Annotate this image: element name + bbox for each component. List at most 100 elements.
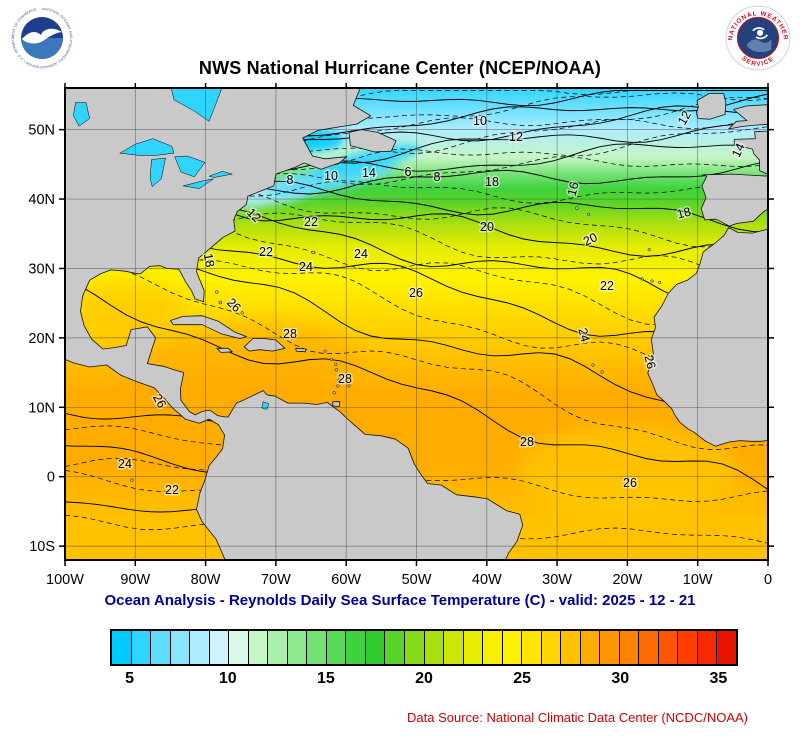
colorbar-cell xyxy=(190,631,210,664)
colorbar-cell xyxy=(717,631,736,664)
svg-text:0: 0 xyxy=(764,572,772,588)
colorbar-cell xyxy=(463,631,484,664)
colorbar-cell xyxy=(561,631,581,664)
svg-text:50W: 50W xyxy=(402,572,432,588)
noaa-logo[interactable]: NATIONAL OCEANIC AND ATMOSPHERIC ADMINIS… xyxy=(10,6,74,70)
colorbar-cell xyxy=(541,631,562,664)
svg-text:10N: 10N xyxy=(28,400,55,416)
svg-text:6: 6 xyxy=(405,165,412,179)
svg-text:24: 24 xyxy=(575,326,592,343)
colorbar-cell xyxy=(326,631,347,664)
colorbar-cell xyxy=(365,631,386,664)
svg-text:10: 10 xyxy=(473,114,487,128)
colorbar-cell xyxy=(697,631,718,664)
noaa-gull-icon xyxy=(22,28,62,44)
colorbar-cell xyxy=(522,631,542,664)
svg-text:10: 10 xyxy=(324,169,338,183)
graticule xyxy=(65,88,768,560)
colorbar-cell xyxy=(385,631,405,664)
svg-text:90W: 90W xyxy=(120,572,150,588)
colorbar-cell xyxy=(444,631,464,664)
colorbar-cell xyxy=(678,631,698,664)
svg-text:60W: 60W xyxy=(331,572,361,588)
svg-text:8: 8 xyxy=(434,170,441,184)
colorbar-cell xyxy=(424,631,445,664)
svg-text:26: 26 xyxy=(641,353,658,370)
svg-text:28: 28 xyxy=(283,327,297,341)
colorbar-tick-label: 5 xyxy=(125,670,135,687)
svg-text:30W: 30W xyxy=(542,572,572,588)
colorbar-cell xyxy=(600,631,620,664)
svg-text:20N: 20N xyxy=(28,331,55,347)
colorbar-cell xyxy=(112,631,132,664)
colorbar-cells xyxy=(110,629,738,666)
svg-text:24: 24 xyxy=(354,247,368,261)
svg-text:26: 26 xyxy=(623,476,637,490)
svg-text:20W: 20W xyxy=(612,572,642,588)
colorbar-tick-label: 30 xyxy=(611,670,630,687)
svg-text:24: 24 xyxy=(118,457,132,471)
colorbar: 5 10 15 20 25 30 35 xyxy=(110,629,738,692)
nws-logo[interactable]: NATIONAL WEATHER SERVICE xyxy=(724,4,792,72)
svg-text:8: 8 xyxy=(287,173,294,187)
svg-text:30N: 30N xyxy=(28,261,55,277)
svg-text:22: 22 xyxy=(165,483,179,497)
colorbar-tick-label: 15 xyxy=(316,670,335,687)
svg-text:14: 14 xyxy=(362,166,376,180)
data-source-note: Data Source: National Climatic Data Cent… xyxy=(407,710,748,725)
svg-text:80W: 80W xyxy=(191,572,221,588)
svg-text:16: 16 xyxy=(565,180,582,197)
nws-hurricane-icon xyxy=(752,27,768,40)
colorbar-tick-label: 10 xyxy=(218,670,237,687)
svg-text:12: 12 xyxy=(509,130,523,144)
svg-text:18: 18 xyxy=(201,252,217,268)
colorbar-cell xyxy=(131,631,152,664)
svg-text:18: 18 xyxy=(485,175,499,189)
small-islands xyxy=(130,206,662,482)
svg-text:40W: 40W xyxy=(472,572,502,588)
svg-text:100W: 100W xyxy=(46,572,84,588)
colorbar-cell xyxy=(248,631,269,664)
colorbar-cell xyxy=(483,631,503,664)
lakes xyxy=(73,88,270,410)
svg-text:28: 28 xyxy=(520,435,534,449)
svg-text:50N: 50N xyxy=(28,123,55,139)
landmasses xyxy=(65,88,768,560)
colorbar-cell xyxy=(229,631,249,664)
colorbar-cell xyxy=(170,631,191,664)
colorbar-cell xyxy=(209,631,230,664)
svg-text:24: 24 xyxy=(299,260,313,274)
svg-text:70W: 70W xyxy=(261,572,291,588)
colorbar-tick-label: 20 xyxy=(415,670,433,687)
colorbar-cell xyxy=(502,631,523,664)
svg-text:26: 26 xyxy=(409,286,423,300)
page-title: NWS National Hurricane Center (NCEP/NOAA… xyxy=(198,58,602,78)
svg-text:10S: 10S xyxy=(29,539,55,555)
sst-map: 10 12 12 14 8 10 14 6 8 18 16 18 12 22 20 20 22 24 24 22 26 1… xyxy=(0,82,800,596)
svg-text:10W: 10W xyxy=(683,572,713,588)
map-caption: Ocean Analysis - Reynolds Daily Sea Surf… xyxy=(104,592,696,609)
colorbar-cell xyxy=(639,631,659,664)
svg-text:22: 22 xyxy=(304,215,318,229)
colorbar-labels: 5 10 15 20 25 30 35 xyxy=(110,670,738,692)
colorbar-cell xyxy=(346,631,366,664)
colorbar-cell xyxy=(287,631,308,664)
axis-labels: 100W 90W 80W 70W 60W 50W 40W 30W 20W 10W 0 10S 0 10N 2… xyxy=(28,123,772,588)
svg-text:22: 22 xyxy=(259,245,273,259)
colorbar-cell xyxy=(580,631,601,664)
colorbar-cell xyxy=(658,631,679,664)
colorbar-tick-label: 25 xyxy=(513,670,532,687)
colorbar-cell xyxy=(404,631,425,664)
svg-text:40N: 40N xyxy=(28,192,55,208)
colorbar-cell xyxy=(268,631,288,664)
svg-text:18: 18 xyxy=(675,205,692,222)
svg-text:0: 0 xyxy=(47,470,55,486)
colorbar-cell xyxy=(151,631,171,664)
svg-text:22: 22 xyxy=(600,279,614,293)
axis-ticks xyxy=(59,83,774,566)
colorbar-cell xyxy=(619,631,640,664)
nws-map-shape xyxy=(746,39,772,53)
